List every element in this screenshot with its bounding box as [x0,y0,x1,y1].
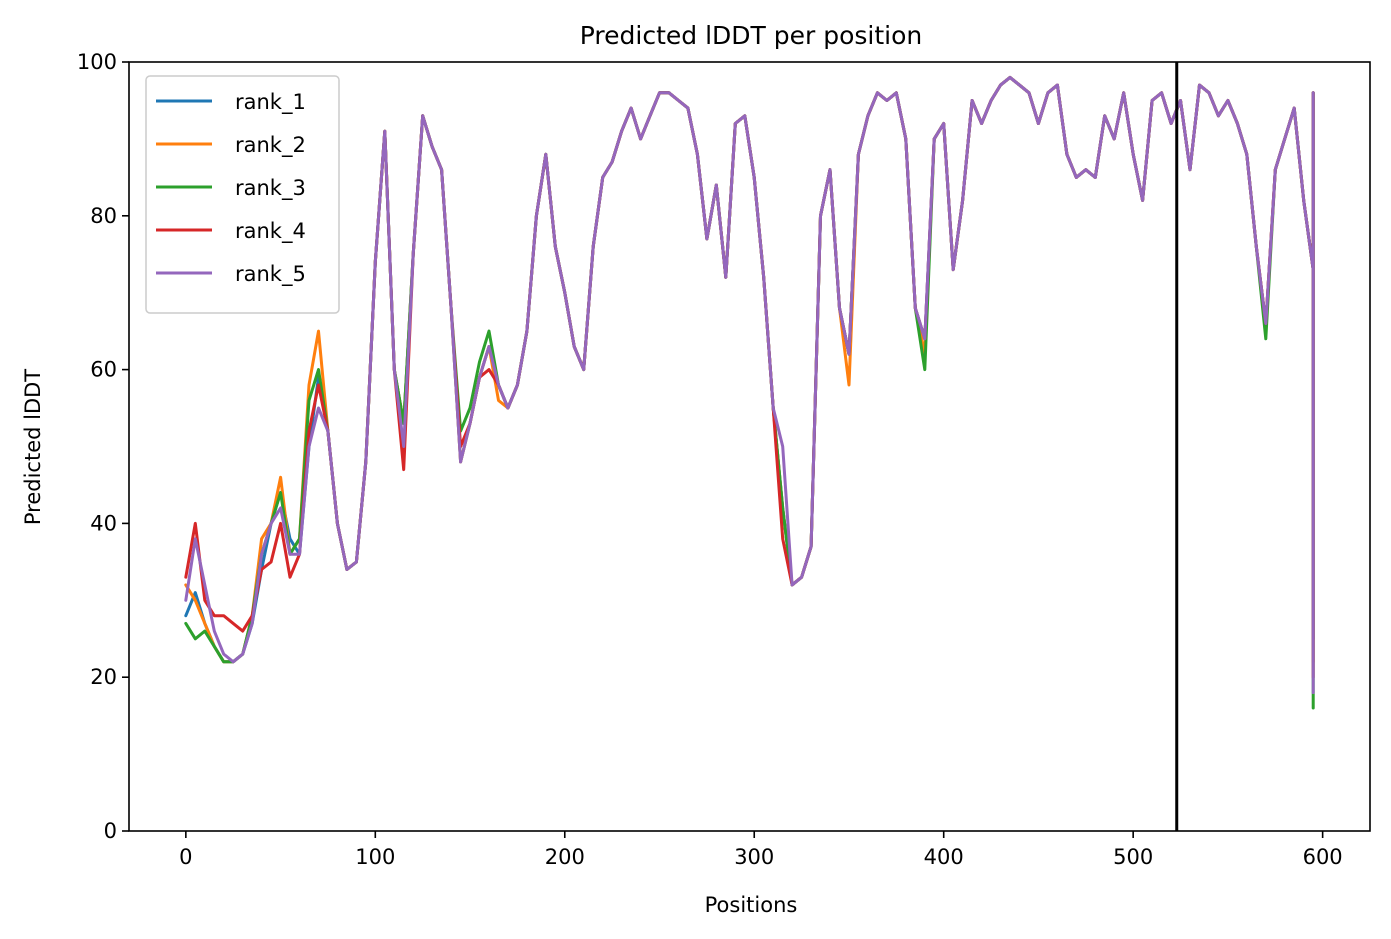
x-tick-label: 300 [734,845,774,869]
y-tick-label: 20 [90,665,117,689]
y-tick-label: 40 [90,511,117,535]
series-line-rank_5 [184,75,1315,695]
legend-label-rank_2: rank_2 [235,133,306,158]
legend-label-rank_4: rank_4 [235,219,306,244]
y-tick-label: 0 [104,819,117,843]
x-tick-label: 500 [1113,845,1153,869]
legend: rank_1 rank_2 rank_3 rank_4 rank_5 [145,75,340,314]
x-tick-label: 200 [545,845,585,869]
x-tick-label: 100 [355,845,395,869]
axes-frame [128,61,1371,832]
y-tick-label: 60 [90,358,117,382]
legend-label-rank_5: rank_5 [235,262,306,287]
series-line-rank_2 [184,75,1315,664]
x-tick-label: 0 [179,845,192,869]
y-axis-label: Predicted lDDT [21,369,45,525]
x-axis-label: Positions [705,893,798,917]
x-tick-label: 400 [924,845,964,869]
series-line-rank_1 [184,75,1315,664]
x-tick-label: 600 [1303,845,1343,869]
chart-title: Predicted lDDT per position [580,21,922,50]
series-group [184,75,1315,710]
y-tick-label: 80 [90,204,117,228]
axes: 0 100 200 300 400 500 600 0 20 40 60 80 100 [77,50,1371,869]
legend-label-rank_1: rank_1 [235,90,306,115]
series-line-rank_4 [184,75,1315,679]
y-tick-label: 100 [77,50,117,74]
plot-area [184,62,1315,831]
legend-box [145,75,340,314]
legend-label-rank_3: rank_3 [235,176,306,201]
